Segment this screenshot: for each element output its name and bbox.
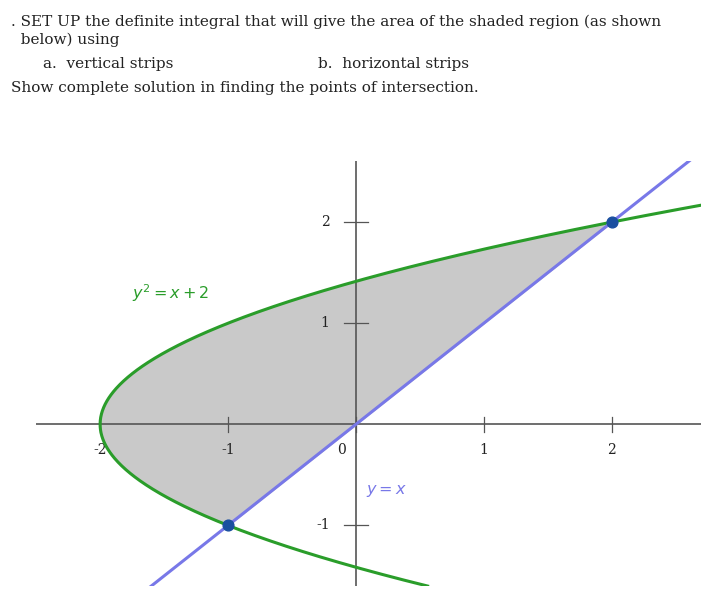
Text: $y^2 = x + 2$: $y^2 = x + 2$ xyxy=(132,282,210,304)
Text: $y = x$: $y = x$ xyxy=(366,481,407,499)
Text: -2: -2 xyxy=(93,443,107,457)
Text: -1: -1 xyxy=(316,518,330,532)
Text: a.  vertical strips: a. vertical strips xyxy=(43,57,174,71)
Text: Show complete solution in finding the points of intersection.: Show complete solution in finding the po… xyxy=(11,81,479,94)
Point xyxy=(222,521,234,530)
Text: below) using: below) using xyxy=(11,33,119,47)
Text: -1: -1 xyxy=(221,443,235,457)
Text: b.  horizontal strips: b. horizontal strips xyxy=(318,57,469,71)
Text: 1: 1 xyxy=(321,316,330,330)
Text: 1: 1 xyxy=(479,443,488,457)
Text: 2: 2 xyxy=(607,443,616,457)
Text: 0: 0 xyxy=(337,443,346,457)
Text: 2: 2 xyxy=(321,215,330,229)
Point xyxy=(606,217,617,227)
Text: . SET UP the definite integral that will give the area of the shaded region (as : . SET UP the definite integral that will… xyxy=(11,15,661,29)
